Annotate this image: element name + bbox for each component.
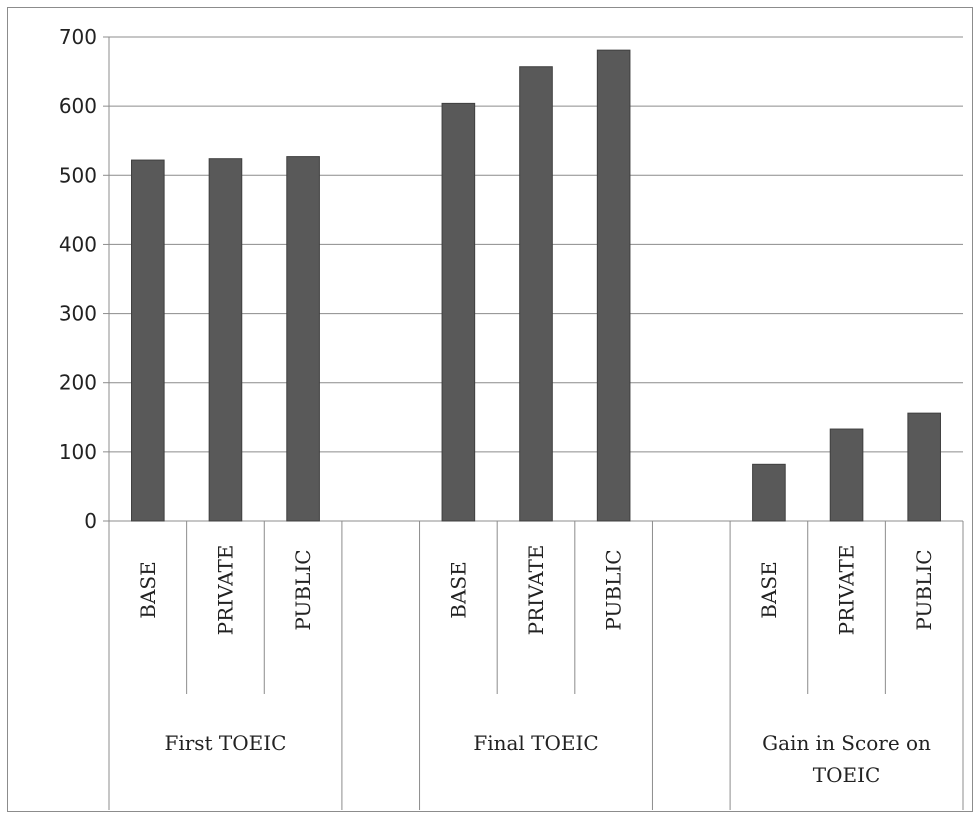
category-label: PRIVATE — [213, 545, 237, 636]
bar — [907, 412, 941, 522]
y-tick-label: 300 — [59, 302, 97, 326]
group-label: Final TOEIC — [473, 731, 598, 755]
bar — [829, 428, 864, 522]
y-tick-label: 200 — [59, 371, 97, 395]
y-tick-label: 0 — [84, 509, 97, 533]
category-label: BASE — [136, 561, 160, 618]
category-label: BASE — [446, 561, 470, 618]
bar — [519, 66, 553, 522]
chart-frame — [7, 7, 973, 812]
y-tick-label: 700 — [59, 25, 97, 49]
bar — [131, 159, 165, 522]
category-label: BASE — [757, 561, 781, 618]
bar — [441, 102, 476, 522]
group-label: Gain in Score on TOEIC — [762, 731, 931, 787]
category-label: PUBLIC — [602, 549, 626, 630]
y-tick-label: 100 — [59, 440, 97, 464]
category-label: PRIVATE — [835, 545, 859, 636]
y-tick-label: 400 — [59, 232, 97, 256]
bar — [286, 156, 320, 522]
group-label: First TOEIC — [164, 731, 286, 755]
bar — [752, 463, 786, 522]
category-label: PUBLIC — [291, 549, 315, 630]
y-tick-label: 600 — [59, 94, 97, 118]
bar — [596, 49, 631, 522]
y-tick-label: 500 — [59, 163, 97, 187]
category-label: PUBLIC — [912, 549, 936, 630]
category-label: PRIVATE — [524, 545, 548, 636]
bar — [208, 158, 243, 522]
